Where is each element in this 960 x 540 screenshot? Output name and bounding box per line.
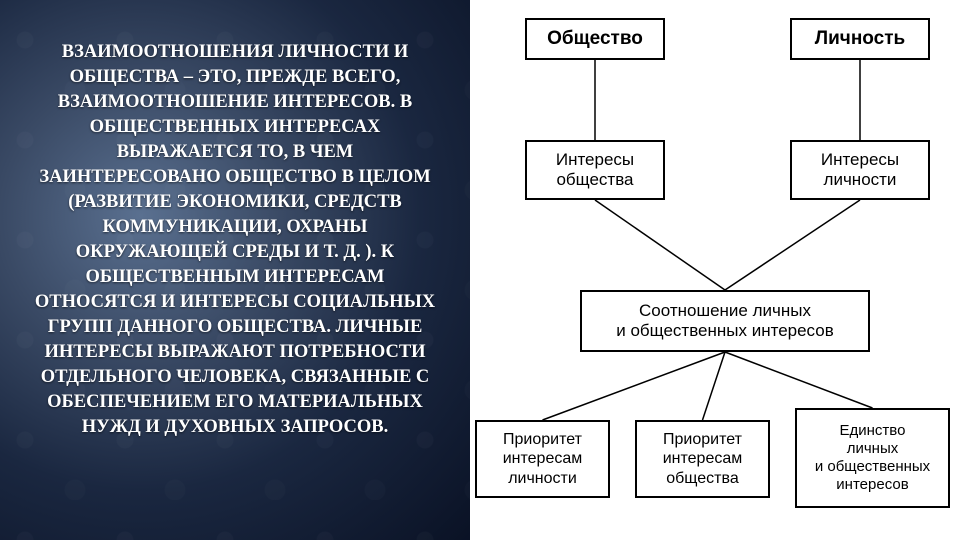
node-n5: Приоритет интересам личности xyxy=(475,420,610,498)
diagram-panel: Общество Личность Интересы общества Интерес… xyxy=(470,0,960,540)
node-n3: Интересы личности xyxy=(790,140,930,200)
node-n6: Приоритет интересам общества xyxy=(635,420,770,498)
node-n7: Единство личных и общественных интересов xyxy=(795,408,950,508)
edge-n4-n7 xyxy=(725,352,873,408)
node-n0: Общество xyxy=(525,18,665,60)
node-n1: Личность xyxy=(790,18,930,60)
edge-n4-n6 xyxy=(703,352,726,420)
edge-n3-n4 xyxy=(725,200,860,290)
edge-n4-n5 xyxy=(543,352,726,420)
edge-n2-n4 xyxy=(595,200,725,290)
left-panel: ВЗАИМООТНОШЕНИЯ ЛИЧНОСТИ И ОБЩЕСТВА – ЭТ… xyxy=(0,0,470,540)
node-n2: Интересы общества xyxy=(525,140,665,200)
node-n4: Соотношение личных и общественных интере… xyxy=(580,290,870,352)
intro-paragraph: ВЗАИМООТНОШЕНИЯ ЛИЧНОСТИ И ОБЩЕСТВА – ЭТ… xyxy=(25,40,445,440)
